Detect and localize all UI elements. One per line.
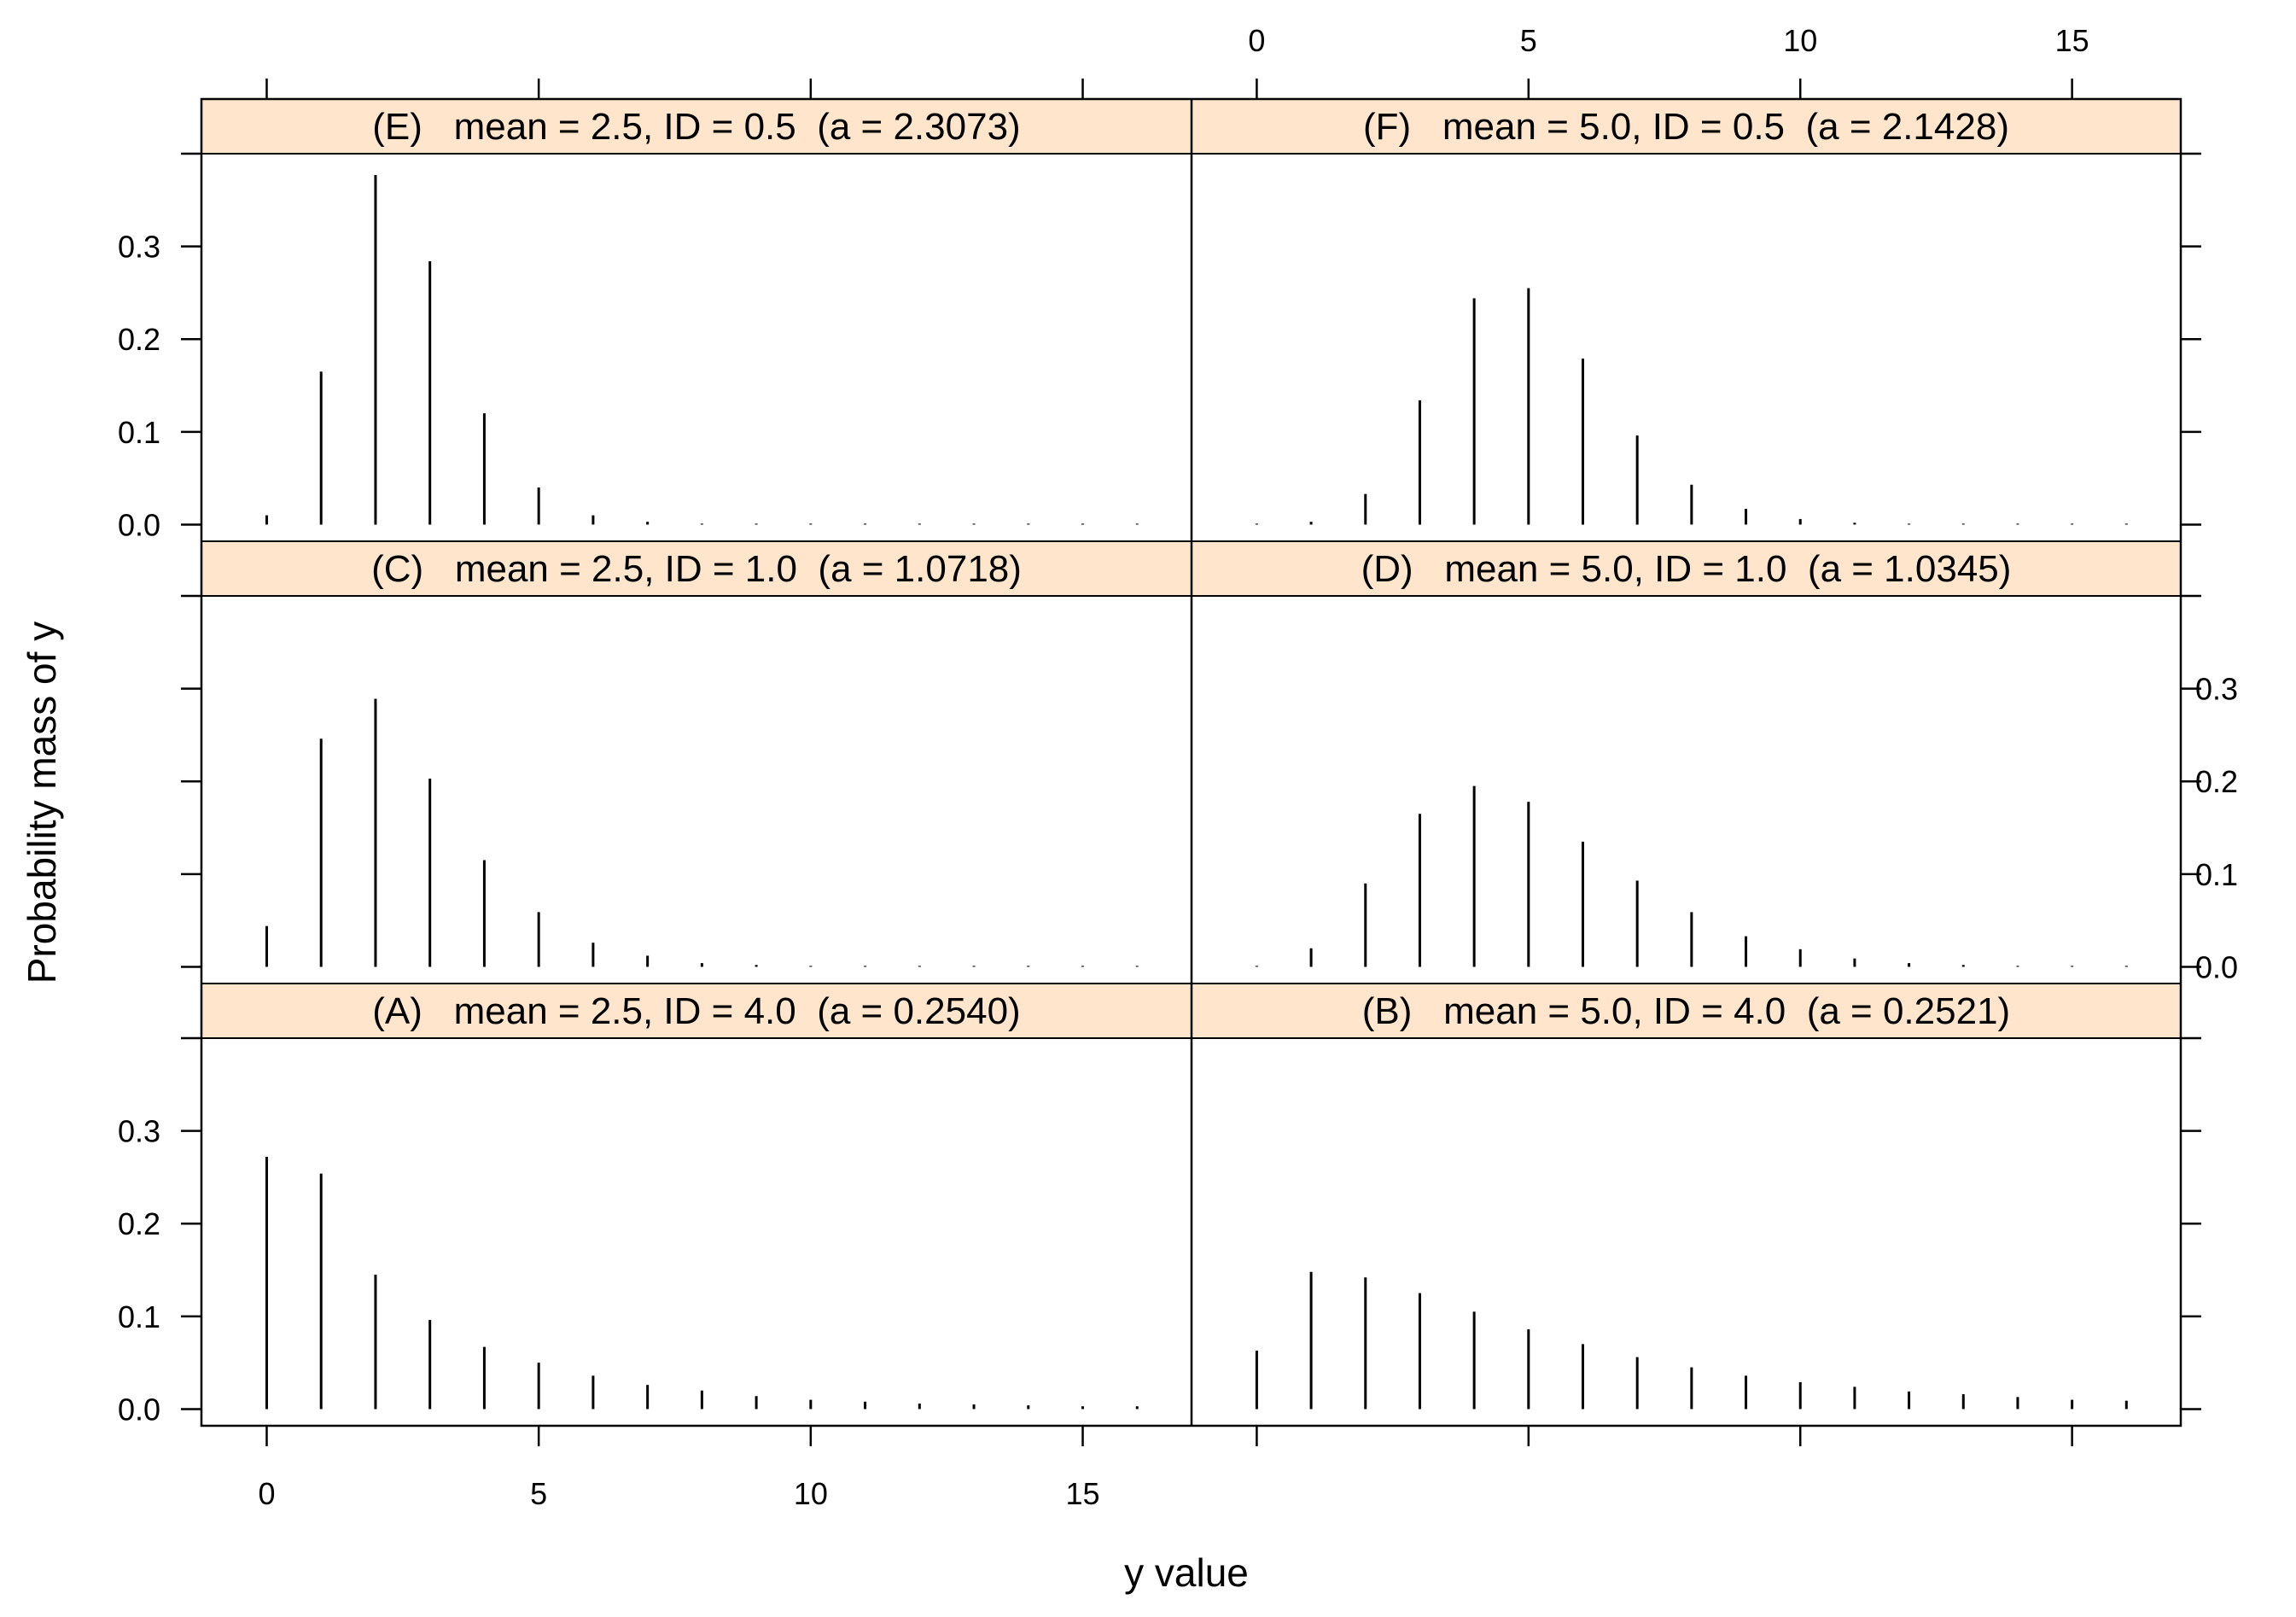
- x-tick-label: 0: [1248, 23, 1265, 58]
- strip-B: [1191, 983, 2182, 1039]
- panel-E: (E) mean = 2.5, ID = 0.5 (a = 2.3073): [201, 98, 1192, 525]
- x-tick-label: 15: [1066, 1476, 1100, 1511]
- y-tick-label: 0.0: [118, 1392, 160, 1427]
- y-tick-label: 0.2: [118, 1206, 160, 1241]
- y-tick-label: 0.3: [118, 1114, 160, 1149]
- x-axis-title: y value: [1124, 1550, 1249, 1595]
- y-tick-label: 0.0: [2195, 949, 2238, 984]
- strip-E: [201, 98, 1192, 155]
- y-tick-label: 0.2: [2195, 764, 2238, 799]
- axes-group: 0.0 0.1 0.2 0.3 0.0 0.1 0.2 0.3 0.0 0.1 0.2 0.3 0 5 10…: [118, 23, 2238, 1511]
- strip-label-F: (F) mean = 5.0, ID = 0.5 (a = 2.1428): [1363, 106, 2009, 148]
- strip-F: [1191, 98, 2182, 155]
- strip-label-B: (B) mean = 5.0, ID = 4.0 (a = 0.2521): [1362, 990, 2010, 1032]
- y-tick-label: 0.3: [2195, 672, 2238, 707]
- strip-label-A: (A) mean = 2.5, ID = 4.0 (a = 0.2540): [372, 990, 1020, 1032]
- y-tick-label: 0.0: [118, 507, 160, 542]
- x-tick-label: 0: [258, 1476, 275, 1511]
- y-tick-label: 0.2: [118, 322, 160, 357]
- panels-group: (E) mean = 2.5, ID = 0.5 (a = 2.3073) (F)…: [201, 98, 2182, 1410]
- panel-C: (C) mean = 2.5, ID = 1.0 (a = 1.0718): [201, 540, 1192, 967]
- x-tick-label: 5: [1520, 23, 1537, 58]
- strip-D: [1191, 540, 2182, 597]
- y-tick-label: 0.1: [118, 415, 160, 450]
- panel-D: (D) mean = 5.0, ID = 1.0 (a = 1.0345): [1191, 540, 2182, 967]
- strip-label-E: (E) mean = 2.5, ID = 0.5 (a = 2.3073): [372, 106, 1020, 148]
- x-tick-label: 15: [2055, 23, 2089, 58]
- x-tick-label: 10: [1783, 23, 1817, 58]
- y-tick-label: 0.3: [118, 230, 160, 265]
- x-tick-label: 10: [794, 1476, 828, 1511]
- panel-F: (F) mean = 5.0, ID = 0.5 (a = 2.1428): [1191, 98, 2182, 525]
- strip-label-C: (C) mean = 2.5, ID = 1.0 (a = 1.0718): [371, 548, 1022, 590]
- strip-label-D: (D) mean = 5.0, ID = 1.0 (a = 1.0345): [1361, 548, 2012, 590]
- y-tick-label: 0.1: [118, 1299, 160, 1334]
- panel-B: (B) mean = 5.0, ID = 4.0 (a = 0.2521): [1191, 983, 2182, 1410]
- strip-C: [201, 540, 1192, 597]
- x-tick-label: 5: [530, 1476, 547, 1511]
- y-axis-title: Probability mass of y: [20, 622, 64, 984]
- y-tick-label: 0.1: [2195, 857, 2238, 892]
- panel-A: (A) mean = 2.5, ID = 4.0 (a = 0.2540): [201, 983, 1192, 1410]
